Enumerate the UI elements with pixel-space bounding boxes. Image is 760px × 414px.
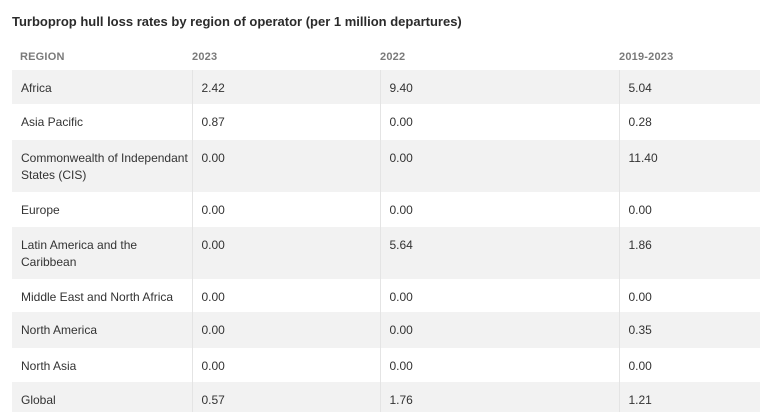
value-2023-cell: 0.00 xyxy=(191,348,380,382)
value-2023-cell: 0.00 xyxy=(191,227,380,279)
region-cell: Asia Pacific xyxy=(21,115,84,129)
column-header-region: REGION xyxy=(20,50,65,63)
region-cell: Europe xyxy=(21,203,60,217)
table-row: Asia Pacific 0.87 0.00 0.28 xyxy=(12,104,760,140)
value-2019-2023-cell: 0.35 xyxy=(618,312,760,348)
hull-loss-rates-table: REGION 2023 2022 2019-2023 Africa 2.42 9… xyxy=(12,43,760,412)
table-row: Europe 0.00 0.00 0.00 xyxy=(12,192,760,227)
region-cell: Middle East and North Africa xyxy=(21,290,174,304)
value-2022-cell: 9.40 xyxy=(379,70,619,104)
value-2022-cell: 0.00 xyxy=(379,104,619,140)
table-row: Latin America and the Caribbean 0.00 5.6… xyxy=(12,227,760,279)
value-2019-2023-cell: 0.00 xyxy=(618,348,760,382)
value-2019-2023-cell: 1.86 xyxy=(618,227,760,279)
value-2022-cell: 5.64 xyxy=(379,227,619,279)
column-header-2022: 2022 xyxy=(380,50,406,63)
region-cell: Commonwealth of Independant States (CIS) xyxy=(12,140,192,192)
column-header-2023: 2023 xyxy=(192,50,218,63)
table-row: North Asia 0.00 0.00 0.00 xyxy=(12,348,760,382)
region-cell: North America xyxy=(12,312,192,348)
value-2022-cell: 0.00 xyxy=(379,348,619,382)
table-title: Turboprop hull loss rates by region of o… xyxy=(12,14,462,29)
value-2019-2023-cell: 11.40 xyxy=(618,140,760,192)
value-2023-cell: 0.87 xyxy=(191,104,380,140)
value-2023-cell: 0.57 xyxy=(191,382,380,412)
value-2023-cell: 2.42 xyxy=(191,70,380,104)
table-row: Africa 2.42 9.40 5.04 xyxy=(12,70,760,104)
value-2019-2023-cell: 0.00 xyxy=(618,279,760,312)
value-2023-cell: 0.00 xyxy=(191,192,380,227)
value-2023-cell: 0.00 xyxy=(191,279,380,312)
value-2022-cell: 0.00 xyxy=(379,312,619,348)
region-cell: Global xyxy=(12,382,192,412)
table-row: Commonwealth of Independant States (CIS)… xyxy=(12,140,760,192)
column-header-2019-2023: 2019-2023 xyxy=(619,50,674,63)
header-row: REGION 2023 2022 2019-2023 xyxy=(12,43,760,70)
value-2019-2023-cell: 1.21 xyxy=(618,382,760,412)
value-2019-2023-cell: 0.28 xyxy=(618,104,760,140)
region-cell: Latin America and the Caribbean xyxy=(12,227,192,279)
value-2022-cell: 1.76 xyxy=(379,382,619,412)
value-2022-cell: 0.00 xyxy=(379,279,619,312)
region-cell: Africa xyxy=(12,70,192,104)
value-2022-cell: 0.00 xyxy=(379,192,619,227)
region-cell: North Asia xyxy=(21,359,77,373)
value-2019-2023-cell: 5.04 xyxy=(618,70,760,104)
value-2023-cell: 0.00 xyxy=(191,140,380,192)
value-2023-cell: 0.00 xyxy=(191,312,380,348)
table-row: North America 0.00 0.00 0.35 xyxy=(12,312,760,348)
table-row: Global 0.57 1.76 1.21 xyxy=(12,382,760,412)
table-row: Middle East and North Africa 0.00 0.00 0… xyxy=(12,279,760,312)
value-2019-2023-cell: 0.00 xyxy=(618,192,760,227)
value-2022-cell: 0.00 xyxy=(379,140,619,192)
